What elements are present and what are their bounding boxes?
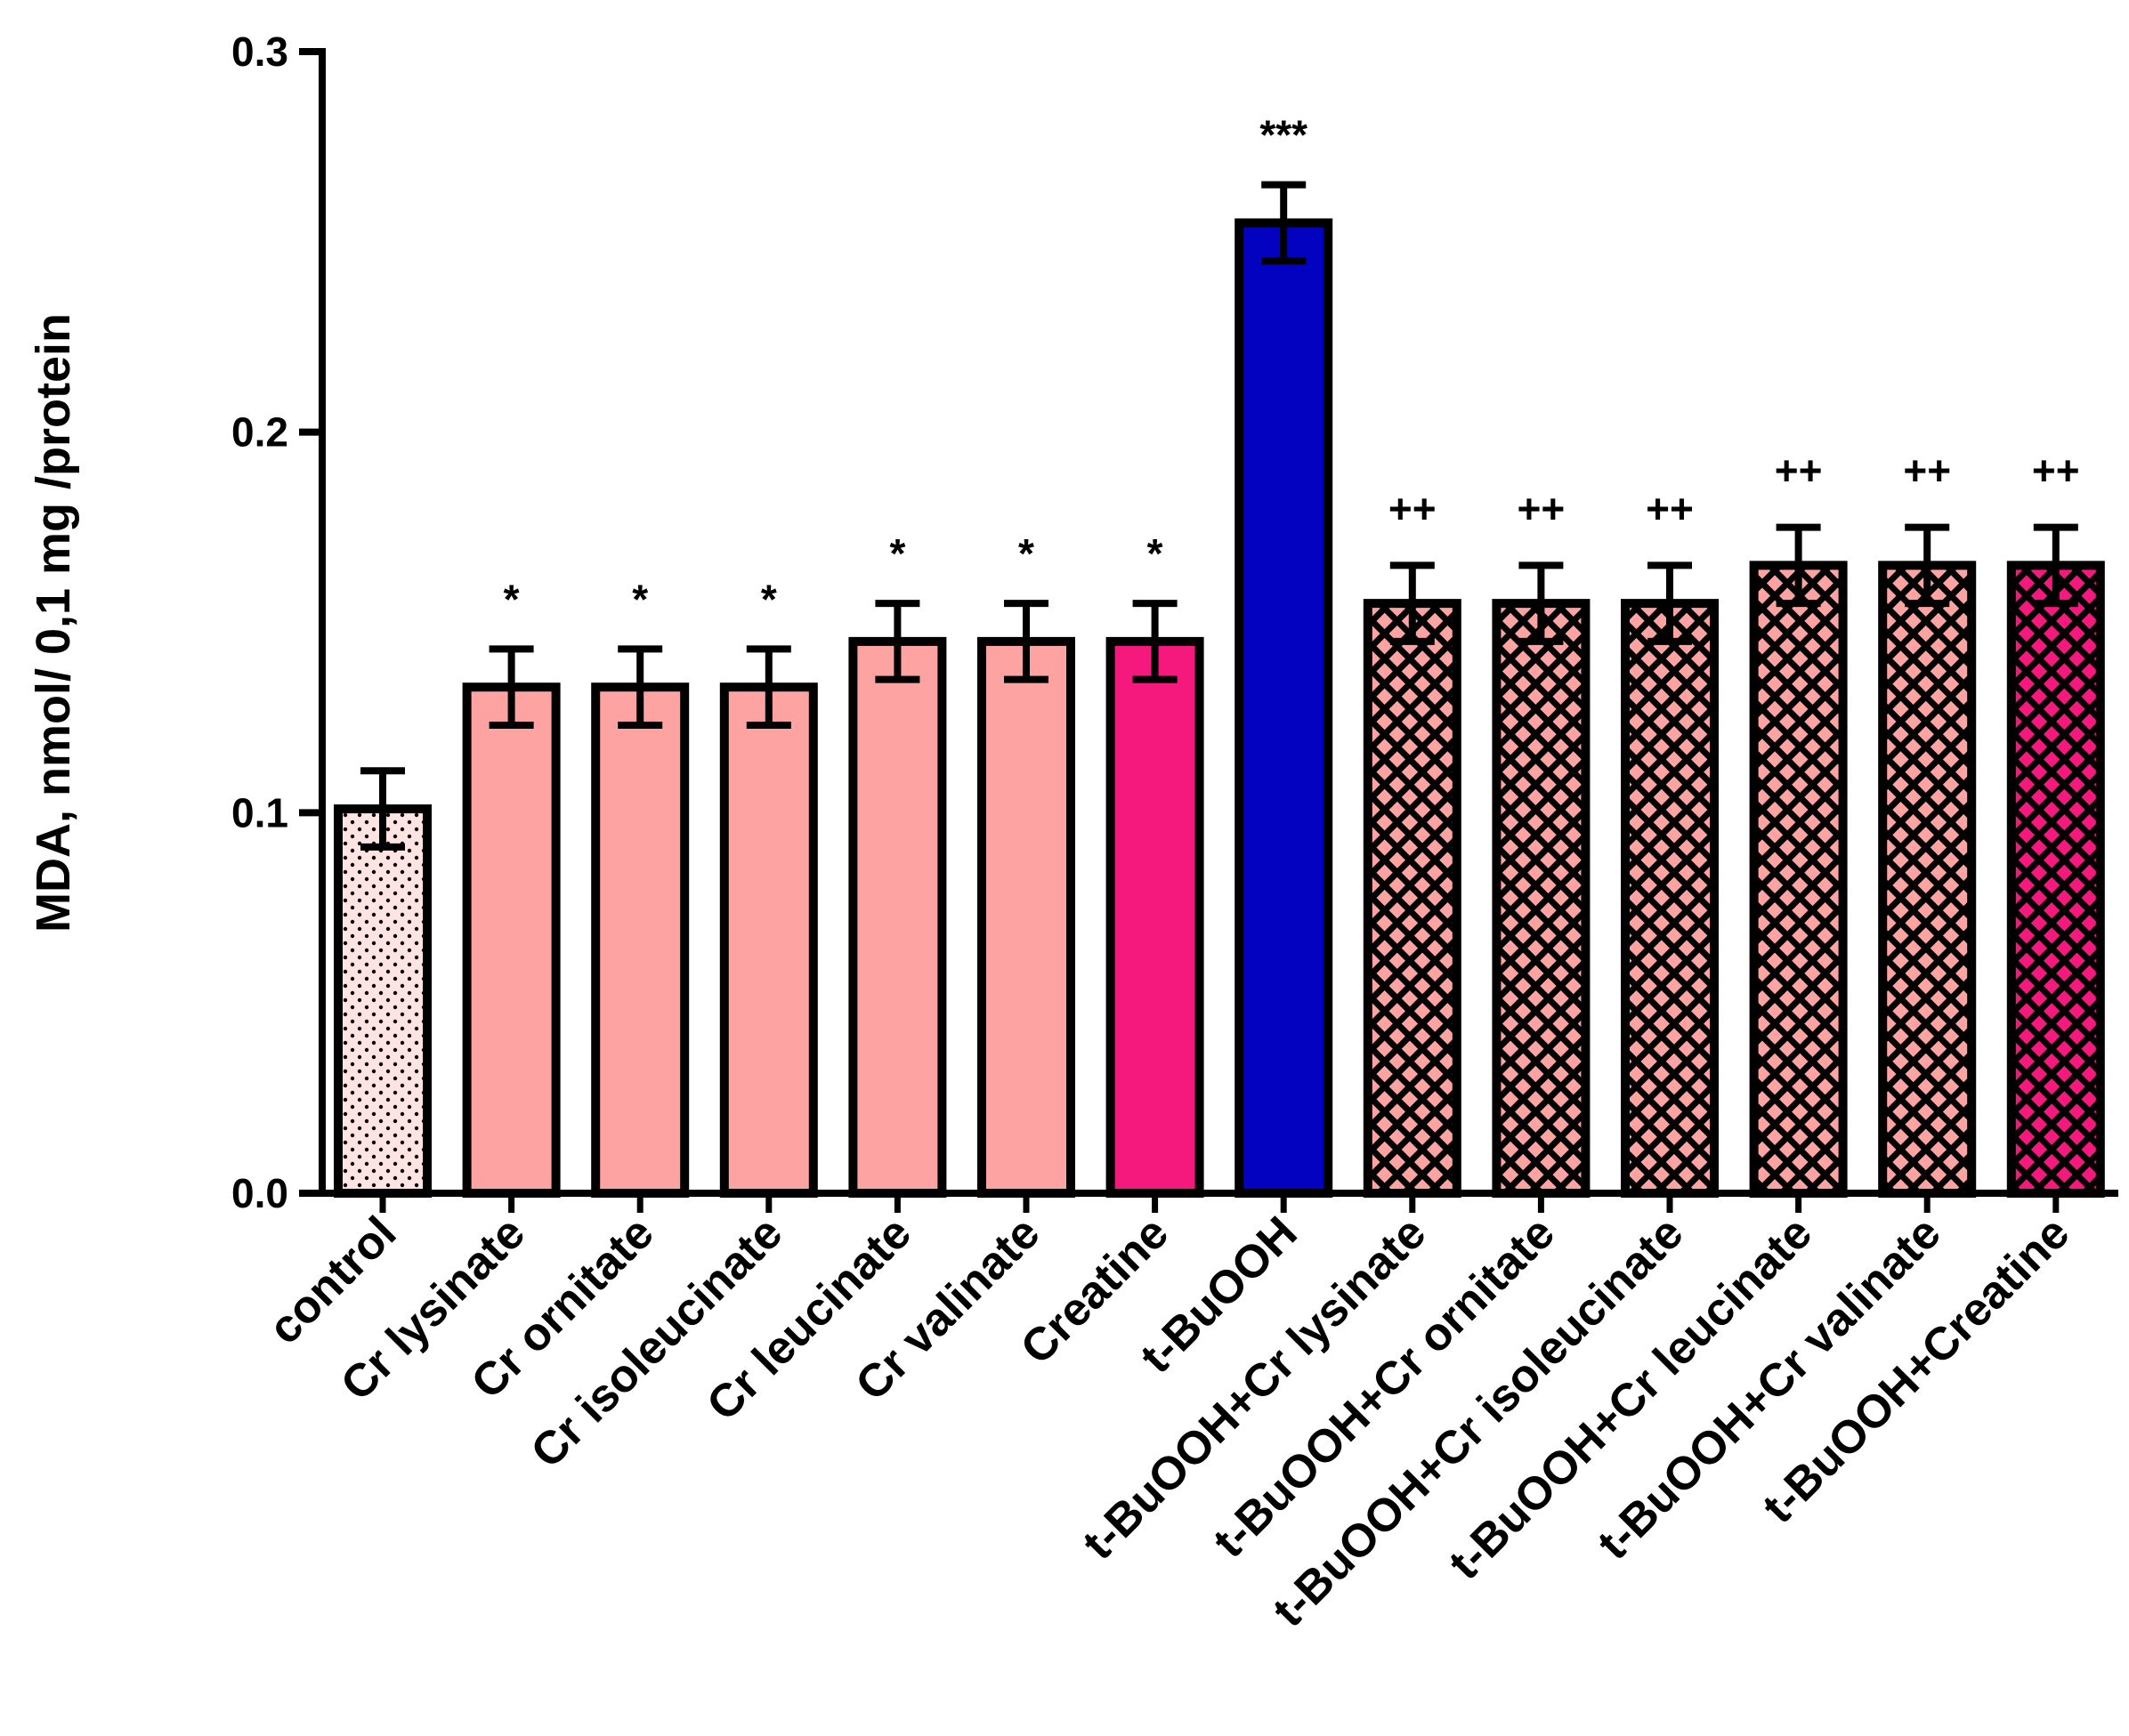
significance-label: ++	[1903, 448, 1951, 494]
significance-label: *	[1018, 530, 1034, 577]
bar	[1878, 561, 1977, 1198]
significance-label: ++	[1518, 485, 1566, 531]
significance-label: ***	[1259, 112, 1307, 158]
error-bar	[746, 645, 791, 729]
error-bar	[875, 600, 920, 683]
error-bar	[360, 767, 405, 851]
significance-label: ++	[1388, 485, 1437, 531]
bar	[1621, 599, 1719, 1198]
significance-label: *	[761, 576, 777, 622]
significance-label: ++	[1646, 485, 1694, 531]
bar	[1492, 599, 1591, 1198]
bars	[334, 218, 2105, 1199]
error-bar	[1389, 561, 1435, 645]
significance-label: *	[504, 576, 520, 622]
significance-label: ++	[2032, 448, 2080, 494]
bar	[1749, 561, 1848, 1198]
error-bar	[1905, 523, 1950, 608]
bar	[2006, 561, 2105, 1198]
axes	[319, 48, 2118, 1213]
y-tick-label: 0.1	[231, 789, 288, 836]
bar	[334, 804, 432, 1198]
y-tick-label: 0.2	[231, 409, 288, 456]
error-bars	[360, 181, 2078, 851]
error-bar	[1518, 561, 1564, 645]
bar	[462, 682, 561, 1198]
bar	[1363, 599, 1461, 1198]
y-tick-label: 0.3	[231, 28, 288, 75]
y-axis-title: MDA, nmol/ 0,1 mg /protein	[27, 313, 80, 933]
error-bar	[618, 645, 663, 729]
error-bar	[1132, 600, 1178, 683]
error-bar	[1004, 600, 1048, 683]
bar	[1234, 218, 1333, 1199]
bar	[591, 682, 690, 1198]
significance-label: *	[889, 530, 905, 577]
significance-label: *	[1147, 530, 1163, 577]
error-bar	[1647, 561, 1692, 645]
bar	[848, 636, 947, 1198]
error-bar	[2033, 523, 2078, 608]
bar	[719, 682, 818, 1198]
significance-markers: * * ** * ****++ ++ ++++ ++ ++	[504, 112, 2080, 623]
y-tick-label: 0.0	[231, 1170, 288, 1216]
bar	[1105, 636, 1204, 1198]
bar	[977, 636, 1075, 1198]
significance-label: *	[632, 576, 648, 622]
y-axis-ticks: 0.0 0.1 0.2 0.3	[231, 28, 322, 1216]
error-bar	[1261, 181, 1307, 265]
error-bar	[489, 645, 534, 729]
significance-label: ++	[1775, 448, 1823, 494]
error-bar	[1776, 523, 1821, 608]
